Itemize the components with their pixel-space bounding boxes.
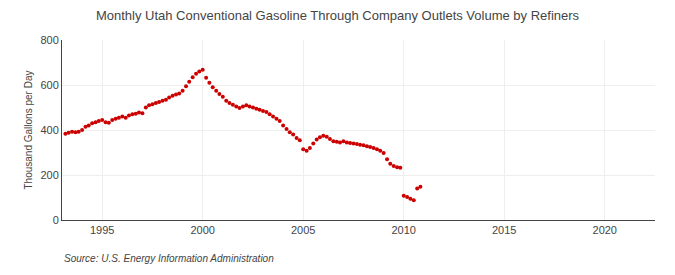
svg-text:800: 800 xyxy=(40,34,58,46)
svg-text:2000: 2000 xyxy=(190,224,214,236)
svg-text:Monthly Utah Conventional Gaso: Monthly Utah Conventional Gasoline Throu… xyxy=(96,8,580,23)
svg-text:400: 400 xyxy=(40,124,58,136)
svg-text:Thousand Gallons per Day: Thousand Gallons per Day xyxy=(23,71,34,190)
svg-text:2020: 2020 xyxy=(593,224,617,236)
svg-text:2015: 2015 xyxy=(492,224,516,236)
svg-text:0: 0 xyxy=(53,214,59,226)
svg-text:2010: 2010 xyxy=(391,224,415,236)
svg-text:Source: U.S. Energy Informatio: Source: U.S. Energy Information Administ… xyxy=(64,253,274,264)
svg-text:200: 200 xyxy=(40,169,58,181)
svg-text:600: 600 xyxy=(40,79,58,91)
svg-text:1995: 1995 xyxy=(90,224,114,236)
svg-text:2005: 2005 xyxy=(291,224,315,236)
